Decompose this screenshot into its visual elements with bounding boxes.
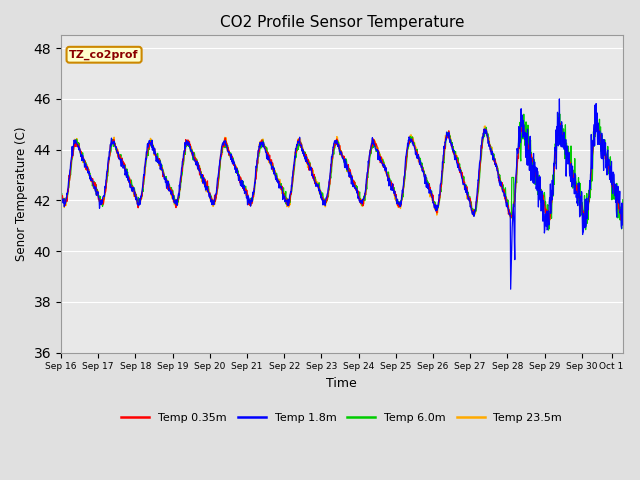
- Text: TZ_co2prof: TZ_co2prof: [69, 49, 139, 60]
- Legend: Temp 0.35m, Temp 1.8m, Temp 6.0m, Temp 23.5m: Temp 0.35m, Temp 1.8m, Temp 6.0m, Temp 2…: [117, 409, 566, 428]
- Y-axis label: Senor Temperature (C): Senor Temperature (C): [15, 127, 28, 261]
- Title: CO2 Profile Sensor Temperature: CO2 Profile Sensor Temperature: [220, 15, 464, 30]
- X-axis label: Time: Time: [326, 377, 357, 390]
